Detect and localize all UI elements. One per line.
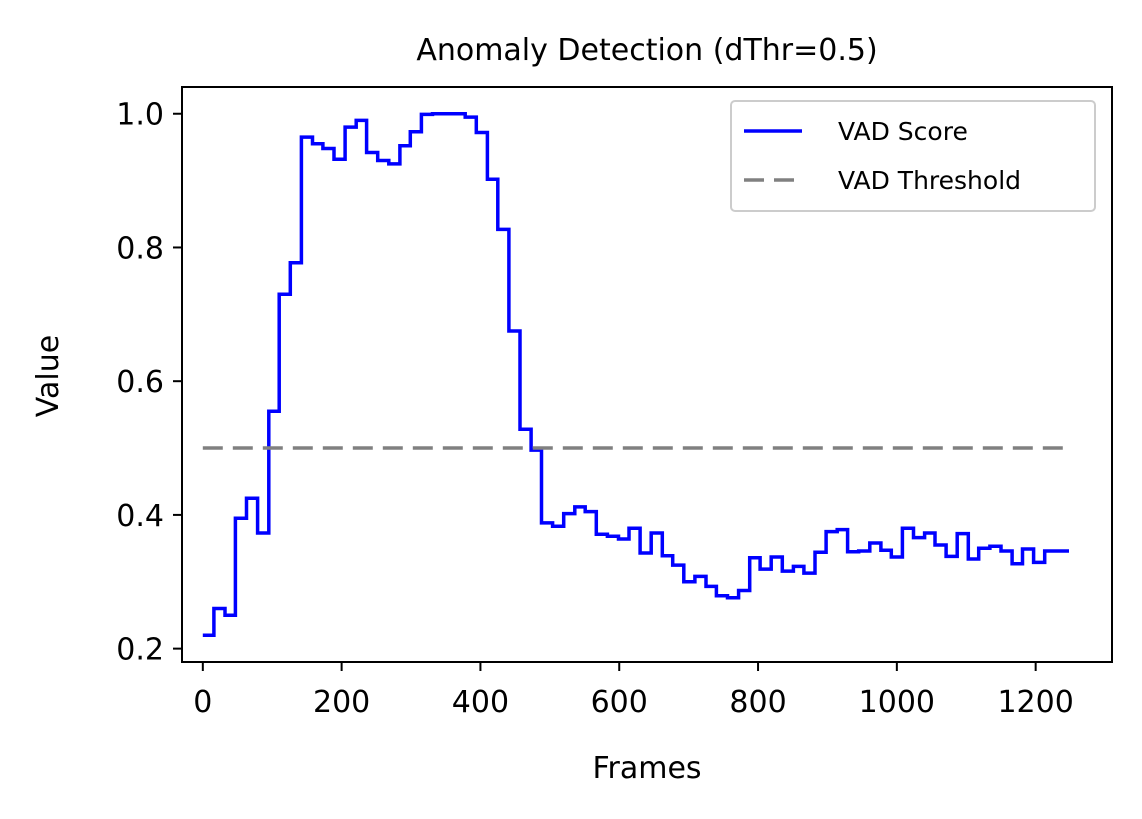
y-tick-label: 0.6 [116,365,164,400]
chart-title: Anomaly Detection (dThr=0.5) [416,33,877,68]
series-line-1 [202,111,1069,638]
x-tick-label: 800 [729,685,786,720]
x-tick-label: 0 [193,685,212,720]
y-tick-label: 0.2 [116,633,164,668]
series-layer [202,111,1069,638]
x-tick-label: 1200 [997,685,1073,720]
legend-box [730,100,1096,212]
x-tick-label: 1000 [859,685,935,720]
legend-label-1: VAD Score [838,117,968,146]
x-axis-label: Frames [592,751,701,786]
plot-frame [181,86,1113,663]
y-tick-label: 0.8 [116,231,164,266]
x-tick-label: 400 [452,685,509,720]
x-tick-label: 200 [313,685,370,720]
x-tick-label: 600 [591,685,648,720]
x-axis: 0 200 400 600 800 1000 1200 [193,662,1074,720]
legend-label-2: VAD Threshold [838,166,1021,195]
y-tick-label: 0.4 [116,499,164,534]
legend: VAD Score VAD Threshold [730,100,1096,212]
y-axis: 0.2 0.4 0.6 0.8 1.0 [116,98,182,668]
y-tick-label: 1.0 [116,98,164,133]
y-axis-label: Value [31,335,66,417]
